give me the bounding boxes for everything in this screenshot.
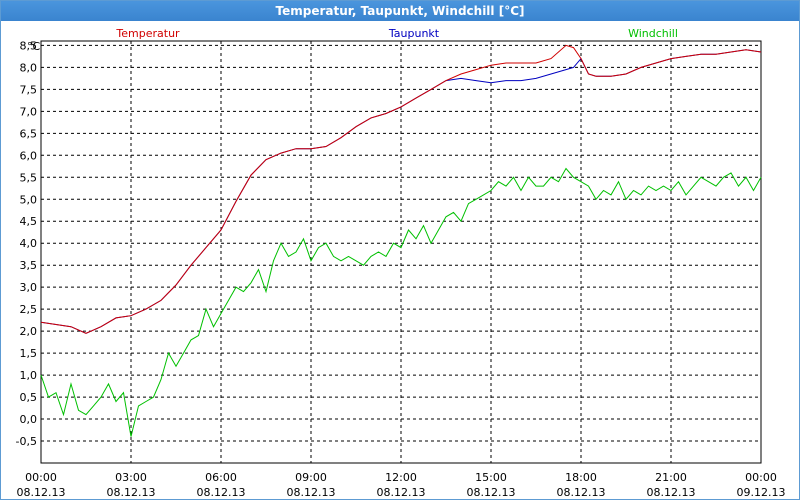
series-lines — [40, 44, 762, 437]
y-tick-label: 3,5 — [20, 259, 38, 272]
y-axis-ticks: 8,5 8,0 7,5 7,0 6,5 6,0 5,5 5,0 4,5 4,0 3,5 3,0 2,5 2… — [16, 39, 37, 448]
x-tick-time: 03:00 — [115, 471, 147, 484]
y-tick-label: 8,0 — [20, 61, 38, 74]
x-tick-date: 08.12.13 — [107, 486, 156, 499]
x-tick-date: 09.12.13 — [737, 486, 786, 499]
x-tick-time: 18:00 — [565, 471, 597, 484]
y-tick-label: 5,5 — [20, 171, 38, 184]
x-tick-time: 15:00 — [475, 471, 507, 484]
grid-lines — [41, 41, 761, 463]
x-tick-date: 08.12.13 — [557, 486, 606, 499]
y-tick-label: 0,0 — [20, 413, 38, 426]
plot-area — [40, 40, 762, 464]
y-tick-label: 4,5 — [20, 215, 38, 228]
y-tick-label: 0,5 — [20, 391, 38, 404]
legend-item-windchill: Windchill — [628, 27, 678, 40]
y-tick-label: 2,0 — [20, 325, 38, 338]
y-tick-label: 4,0 — [20, 237, 38, 250]
y-tick-label: 5,0 — [20, 193, 38, 206]
x-tick-time: 09:00 — [295, 471, 327, 484]
y-tick-label: -0,5 — [16, 435, 37, 448]
y-tick-label: 6,0 — [20, 149, 38, 162]
series-line-temperatur — [40, 44, 762, 334]
y-tick-label: 6,5 — [20, 127, 38, 140]
x-tick-date: 08.12.13 — [647, 486, 696, 499]
legend-item-taupunkt: Taupunkt — [388, 27, 440, 40]
x-tick-date: 08.12.13 — [377, 486, 426, 499]
y-tick-label: 1,0 — [20, 369, 38, 382]
series-line-windchill — [40, 167, 762, 437]
y-axis-label: °C — [27, 40, 41, 53]
y-tick-label: 7,0 — [20, 105, 38, 118]
y-tick-label: 1,5 — [20, 347, 38, 360]
line-chart: 8,5 8,0 7,5 7,0 6,5 6,0 5,5 5,0 4,5 4,0 3,5 3,0 2,5 2… — [16, 27, 786, 499]
window-title: Temperatur, Taupunkt, Windchill [°C] — [1, 1, 799, 21]
y-tick-label: 2,5 — [20, 303, 38, 316]
y-tick-label: 7,5 — [20, 83, 38, 96]
x-tick-date: 08.12.13 — [467, 486, 516, 499]
x-tick-time: 00:00 — [745, 471, 777, 484]
x-tick-date: 08.12.13 — [197, 486, 246, 499]
x-tick-date: 08.12.13 — [287, 486, 336, 499]
legend: Temperatur Taupunkt Windchill — [115, 27, 678, 40]
x-tick-time: 06:00 — [205, 471, 237, 484]
x-tick-time: 12:00 — [385, 471, 417, 484]
x-tick-time: 21:00 — [655, 471, 687, 484]
legend-item-temperatur: Temperatur — [115, 27, 180, 40]
x-axis-ticks: 00:00 08.12.13 03:00 08.12.13 06:00 08.12.13 0… — [17, 471, 786, 499]
x-tick-time: 00:00 — [25, 471, 57, 484]
y-tick-label: 8,5 — [20, 39, 38, 52]
x-tick-date: 08.12.13 — [17, 486, 66, 499]
y-tick-label: 3,0 — [20, 281, 38, 294]
